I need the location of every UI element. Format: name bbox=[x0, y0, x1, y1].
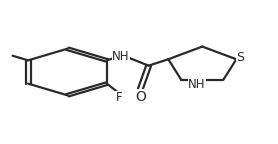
Text: F: F bbox=[116, 91, 123, 104]
Text: O: O bbox=[135, 90, 146, 104]
Text: S: S bbox=[237, 51, 244, 64]
Text: NH: NH bbox=[112, 50, 130, 63]
Text: NH: NH bbox=[188, 78, 206, 91]
